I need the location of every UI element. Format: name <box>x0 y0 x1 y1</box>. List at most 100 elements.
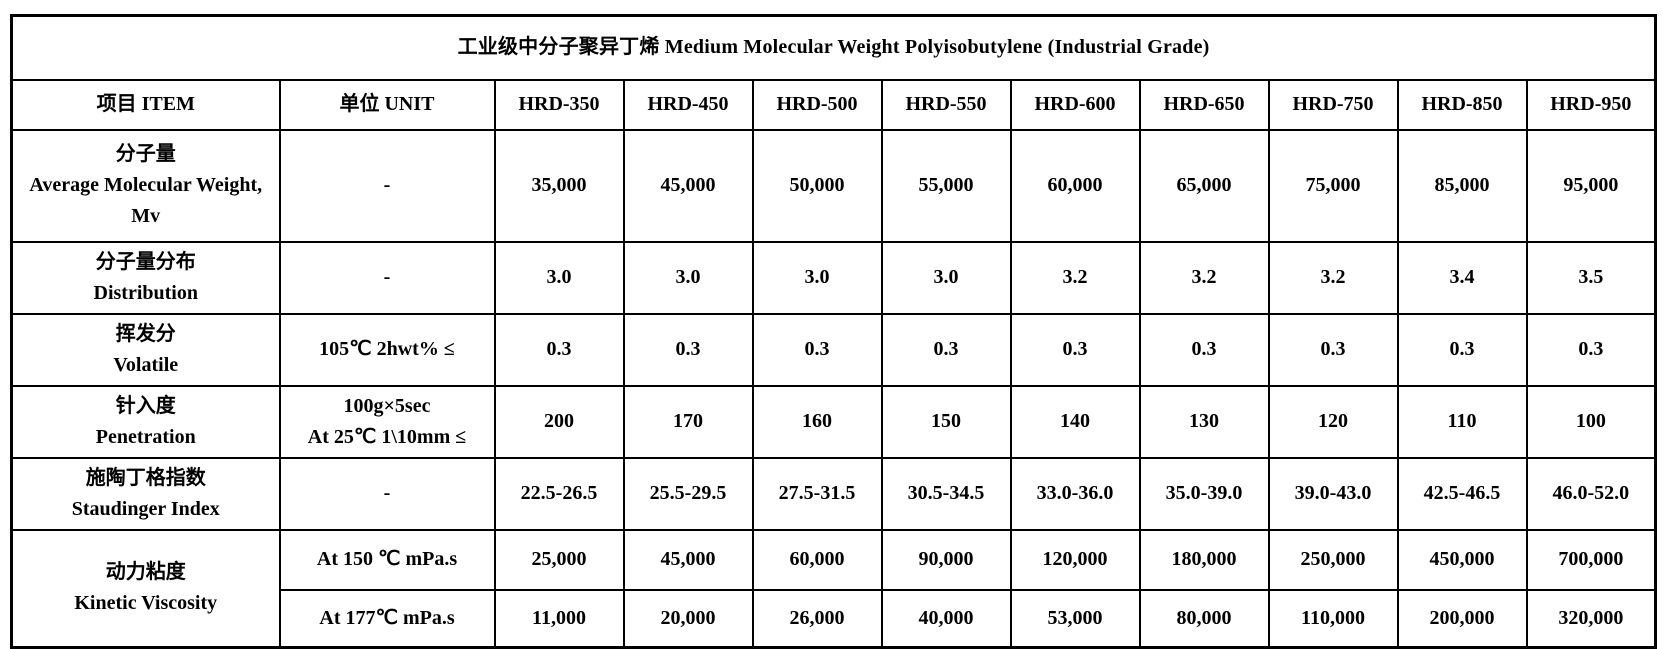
value-cell-hrd-750: 3.2 <box>1267 240 1399 315</box>
value-cell-hrd-650: 65,000 <box>1138 128 1270 243</box>
unit-cell: At 150 ℃ mPa.s <box>278 528 496 591</box>
column-header-hrd-850: HRD-850 <box>1396 78 1528 131</box>
value-cell-hrd-650: 0.3 <box>1138 312 1270 387</box>
item-cell: 动力粘度 Kinetic Viscosity <box>10 528 281 649</box>
column-header-hrd-350: HRD-350 <box>493 78 625 131</box>
item-cell: 施陶丁格指数 Staudinger Index <box>10 456 281 531</box>
value-cell-hrd-600: 60,000 <box>1009 128 1141 243</box>
value-cell-hrd-950: 3.5 <box>1525 240 1657 315</box>
value-cell-hrd-500: 27.5-31.5 <box>751 456 883 531</box>
value-cell-hrd-600: 0.3 <box>1009 312 1141 387</box>
item-cell: 分子量 Average Molecular Weight, Mv <box>10 128 281 243</box>
value-cell-hrd-600: 120,000 <box>1009 528 1141 591</box>
column-header-hrd-450: HRD-450 <box>622 78 754 131</box>
value-cell-hrd-450: 20,000 <box>622 588 754 649</box>
value-cell-hrd-650: 3.2 <box>1138 240 1270 315</box>
value-cell-hrd-350: 22.5-26.5 <box>493 456 625 531</box>
value-cell-hrd-950: 320,000 <box>1525 588 1657 649</box>
unit-cell: At 177℃ mPa.s <box>278 588 496 649</box>
value-cell-hrd-450: 45,000 <box>622 528 754 591</box>
item-line: Distribution <box>93 281 198 304</box>
unit-line: - <box>383 266 391 288</box>
value-cell-hrd-500: 26,000 <box>751 588 883 649</box>
spec-row: 针入度 Penetration 100g×5sec At 25℃ 1\10mm ≤ 20… <box>10 384 1657 459</box>
value-cell-hrd-550: 0.3 <box>880 312 1012 387</box>
item-line: Mv <box>131 205 161 227</box>
item-line: Kinetic Viscosity <box>74 592 218 615</box>
value-cell-hrd-450: 3.0 <box>622 240 754 315</box>
value-cell-hrd-950: 100 <box>1525 384 1657 459</box>
value-cell-hrd-750: 250,000 <box>1267 528 1399 591</box>
item-line: Penetration <box>95 425 196 448</box>
value-cell-hrd-550: 90,000 <box>880 528 1012 591</box>
value-cell-hrd-650: 130 <box>1138 384 1270 459</box>
spec-row: 分子量 Average Molecular Weight, Mv - 35,000 45,… <box>10 128 1657 243</box>
value-cell-hrd-450: 25.5-29.5 <box>622 456 754 531</box>
item-line: 分子量 <box>115 143 176 165</box>
item-line: 挥发分 <box>115 322 176 345</box>
unit-cell: - <box>278 456 496 531</box>
value-cell-hrd-650: 35.0-39.0 <box>1138 456 1270 531</box>
value-cell-hrd-550: 150 <box>880 384 1012 459</box>
polyisobutylene-spec-table: 工业级中分子聚异丁烯 Medium Molecular Weight Polyi… <box>10 14 1658 649</box>
value-cell-hrd-950: 0.3 <box>1525 312 1657 387</box>
spec-row: At 177℃ mPa.s 11,000 20,000 26,000 40,000 53,… <box>12 588 1657 649</box>
item-cell: 针入度 Penetration <box>10 384 281 459</box>
value-cell-hrd-350: 200 <box>493 384 625 459</box>
column-header-unit: 单位 UNIT <box>278 78 496 131</box>
unit-cell: - <box>278 128 496 243</box>
unit-line: - <box>383 482 391 504</box>
spec-row: 动力粘度 Kinetic Viscosity At 150 ℃ mPa.s 25,00… <box>10 528 1657 649</box>
item-line: 分子量分布 <box>95 250 196 273</box>
item-line: Average Molecular Weight, <box>29 174 263 196</box>
column-header-item: 项目 ITEM <box>10 78 281 131</box>
value-cell-hrd-550: 55,000 <box>880 128 1012 243</box>
value-cell-hrd-950: 46.0-52.0 <box>1525 456 1657 531</box>
item-line: 施陶丁格指数 <box>85 466 206 489</box>
column-header-hrd-650: HRD-650 <box>1138 78 1270 131</box>
value-cell-hrd-950: 95,000 <box>1525 128 1657 243</box>
spec-row: 施陶丁格指数 Staudinger Index - 22.5-26.5 25.5-29.… <box>10 456 1657 531</box>
item-line: 针入度 <box>115 394 176 417</box>
item-line: 动力粘度 <box>105 561 186 584</box>
unit-line: At 177℃ mPa.s <box>319 606 455 629</box>
value-cell-hrd-450: 0.3 <box>622 312 754 387</box>
value-cell-hrd-600: 53,000 <box>1009 588 1141 649</box>
unit-line: At 150 ℃ mPa.s <box>316 548 458 570</box>
value-cell-hrd-350: 11,000 <box>493 588 625 649</box>
unit-cell: 100g×5sec At 25℃ 1\10mm ≤ <box>278 384 496 459</box>
value-cell-hrd-650: 80,000 <box>1138 588 1270 649</box>
column-header-hrd-600: HRD-600 <box>1009 78 1141 131</box>
value-cell-hrd-600: 3.2 <box>1009 240 1141 315</box>
unit-line: At 25℃ 1\10mm ≤ <box>307 425 467 448</box>
title-row: 工业级中分子聚异丁烯 Medium Molecular Weight Polyi… <box>10 14 1657 81</box>
value-cell-hrd-850: 200,000 <box>1396 588 1528 649</box>
value-cell-hrd-500: 60,000 <box>751 528 883 591</box>
column-header-hrd-750: HRD-750 <box>1267 78 1399 131</box>
spec-row: 分子量分布 Distribution -3.0 3.0 3.0 3.0 3.2 3.2 3.2 3… <box>10 240 1657 315</box>
item-line: Volatile <box>113 353 179 376</box>
value-cell-hrd-750: 39.0-43.0 <box>1267 456 1399 531</box>
column-header-hrd-950: HRD-950 <box>1525 78 1657 131</box>
unit-line: 100g×5sec <box>343 394 431 417</box>
value-cell-hrd-750: 110,000 <box>1267 588 1399 649</box>
value-cell-hrd-350: 25,000 <box>493 528 625 591</box>
value-cell-hrd-850: 0.3 <box>1396 312 1528 387</box>
value-cell-hrd-500: 0.3 <box>751 312 883 387</box>
column-header-hrd-500: HRD-500 <box>751 78 883 131</box>
value-cell-hrd-450: 170 <box>622 384 754 459</box>
item-cell: 分子量分布 Distribution <box>10 240 281 315</box>
value-cell-hrd-650: 180,000 <box>1138 528 1270 591</box>
unit-line: - <box>383 174 391 196</box>
value-cell-hrd-950: 700,000 <box>1525 528 1657 591</box>
value-cell-hrd-850: 110 <box>1396 384 1528 459</box>
value-cell-hrd-750: 120 <box>1267 384 1399 459</box>
value-cell-hrd-450: 45,000 <box>622 128 754 243</box>
value-cell-hrd-850: 450,000 <box>1396 528 1528 591</box>
value-cell-hrd-550: 30.5-34.5 <box>880 456 1012 531</box>
value-cell-hrd-500: 160 <box>751 384 883 459</box>
value-cell-hrd-350: 35,000 <box>493 128 625 243</box>
item-cell: 挥发分 Volatile <box>10 312 281 387</box>
value-cell-hrd-550: 3.0 <box>880 240 1012 315</box>
